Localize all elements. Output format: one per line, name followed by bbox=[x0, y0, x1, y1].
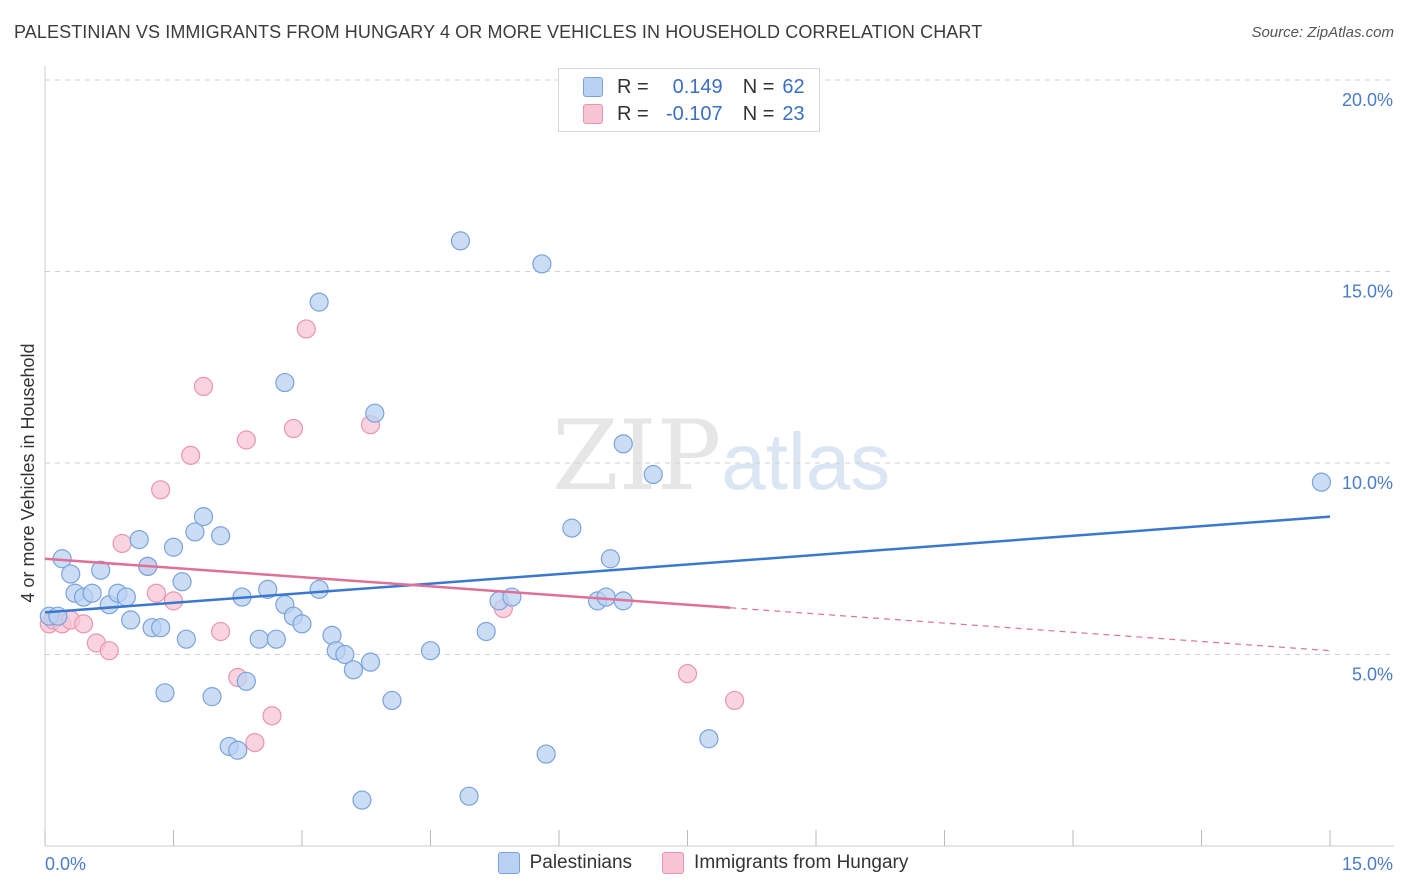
palestinians-point bbox=[562, 518, 582, 538]
legend-swatch-pink bbox=[662, 852, 685, 874]
palestinians-point bbox=[121, 610, 141, 630]
x-tick-label: 0.0% bbox=[45, 854, 86, 874]
palestinians-point bbox=[365, 403, 385, 423]
palestinians-point bbox=[352, 790, 372, 810]
hungary-point bbox=[73, 614, 94, 634]
palestinians-point bbox=[309, 579, 329, 599]
palestinians-point bbox=[536, 744, 556, 764]
legend-r-value: -0.107 bbox=[665, 102, 723, 125]
palestinians-point bbox=[61, 564, 81, 584]
legend-r-label: R = bbox=[617, 75, 649, 98]
legend-item-palestinians[interactable]: Palestinians bbox=[497, 852, 633, 874]
x-tick-label: 15.0% bbox=[1342, 854, 1393, 874]
hungary-point bbox=[146, 583, 166, 603]
palestinians-trendline bbox=[44, 515, 1331, 614]
legend-n-value: 62 bbox=[782, 75, 805, 98]
palestinians-point bbox=[91, 560, 111, 580]
palestinians-point bbox=[382, 690, 402, 711]
y-tick-label: 15.0% bbox=[1342, 282, 1393, 302]
palestinians-point bbox=[236, 671, 256, 691]
palestinians-point bbox=[1311, 472, 1332, 492]
palestinians-point bbox=[266, 629, 286, 649]
watermark-zip: ZIP bbox=[552, 400, 722, 512]
hungary-trendline bbox=[44, 557, 731, 610]
palestinians-point bbox=[292, 614, 312, 634]
palestinians-point bbox=[163, 537, 184, 557]
y-tick-label: 20.0% bbox=[1342, 90, 1393, 110]
legend-n-value: 23 bbox=[782, 102, 805, 125]
legend-label: Immigrants from Hungary bbox=[694, 852, 909, 873]
hungary-point bbox=[283, 418, 304, 439]
legend-swatch-pink bbox=[583, 104, 603, 124]
palestinians-point bbox=[155, 683, 175, 703]
legend-item-hungary[interactable]: Immigrants from Hungary bbox=[662, 852, 908, 874]
legend-r-value: 0.149 bbox=[672, 75, 723, 98]
palestinians-point bbox=[343, 660, 363, 680]
palestinians-point bbox=[176, 629, 196, 649]
hungary-point bbox=[245, 732, 265, 753]
palestinians-point bbox=[172, 572, 192, 592]
palestinians-point bbox=[450, 231, 471, 251]
palestinians-point bbox=[258, 579, 278, 599]
palestinians-point bbox=[459, 786, 479, 806]
palestinians-point bbox=[596, 587, 616, 607]
legend-n-label: N = bbox=[742, 75, 775, 98]
palestinians-point bbox=[613, 434, 633, 454]
palestinians-point bbox=[420, 641, 441, 661]
hungary-point bbox=[163, 591, 184, 611]
hungary-point bbox=[725, 690, 745, 711]
legend-r-label: R = bbox=[617, 102, 649, 125]
palestinians-point bbox=[185, 522, 205, 542]
palestinians-point bbox=[82, 583, 102, 603]
y-axis-label: 4 or more Vehicles in Household bbox=[18, 343, 38, 602]
palestinians-point bbox=[151, 618, 171, 638]
palestinians-point bbox=[699, 729, 719, 749]
palestinians-point bbox=[211, 526, 231, 546]
palestinians-point bbox=[643, 464, 663, 485]
palestinians-point bbox=[193, 507, 214, 527]
palestinians-point bbox=[360, 652, 381, 672]
hungary-point bbox=[296, 319, 316, 339]
y-tick-label: 10.0% bbox=[1342, 473, 1393, 493]
hungary-point bbox=[151, 480, 171, 500]
palestinians-point bbox=[228, 740, 248, 760]
chart-title: PALESTINIAN VS IMMIGRANTS FROM HUNGARY 4… bbox=[14, 22, 983, 42]
palestinians-point bbox=[309, 292, 329, 312]
palestinians-point bbox=[202, 687, 222, 707]
palestinians-point bbox=[249, 629, 269, 649]
palestinians-point bbox=[275, 372, 295, 393]
legend-label: Palestinians bbox=[529, 852, 633, 873]
palestinians-point bbox=[129, 529, 149, 550]
correlation-legend: R = 0.149 N = 62 R = -0.107 N = 23 bbox=[558, 68, 820, 132]
hungary-point bbox=[193, 376, 214, 396]
hungary-point bbox=[262, 706, 282, 726]
legend-swatch-blue bbox=[583, 77, 603, 97]
hungary-point bbox=[677, 664, 698, 684]
palestinians-point bbox=[335, 644, 355, 665]
legend-swatch-blue bbox=[497, 852, 520, 874]
watermark-atlas: atlas bbox=[721, 417, 891, 506]
palestinians-point bbox=[116, 587, 136, 607]
series-legend: Palestinians Immigrants from Hungary bbox=[0, 852, 1406, 874]
palestinians-point bbox=[600, 549, 621, 569]
legend-n-label: N = bbox=[742, 102, 775, 125]
palestinians-point bbox=[476, 621, 496, 642]
legend-row-hungary: R = -0.107 N = 23 bbox=[583, 102, 805, 126]
y-tick-label: 5.0% bbox=[1352, 665, 1393, 685]
hungary-point bbox=[112, 533, 132, 554]
hungary-point bbox=[181, 445, 201, 465]
hungary-point bbox=[99, 641, 119, 661]
palestinians-point bbox=[532, 254, 552, 274]
hungary-point bbox=[236, 430, 256, 450]
hungary-trendline-extension bbox=[730, 607, 1331, 652]
watermark: ZIPatlas bbox=[552, 400, 890, 512]
legend-row-palestinians: R = 0.149 N = 62 bbox=[583, 75, 805, 99]
hungary-point bbox=[211, 621, 231, 642]
source-credit: Source: ZipAtlas.com bbox=[1251, 24, 1394, 41]
